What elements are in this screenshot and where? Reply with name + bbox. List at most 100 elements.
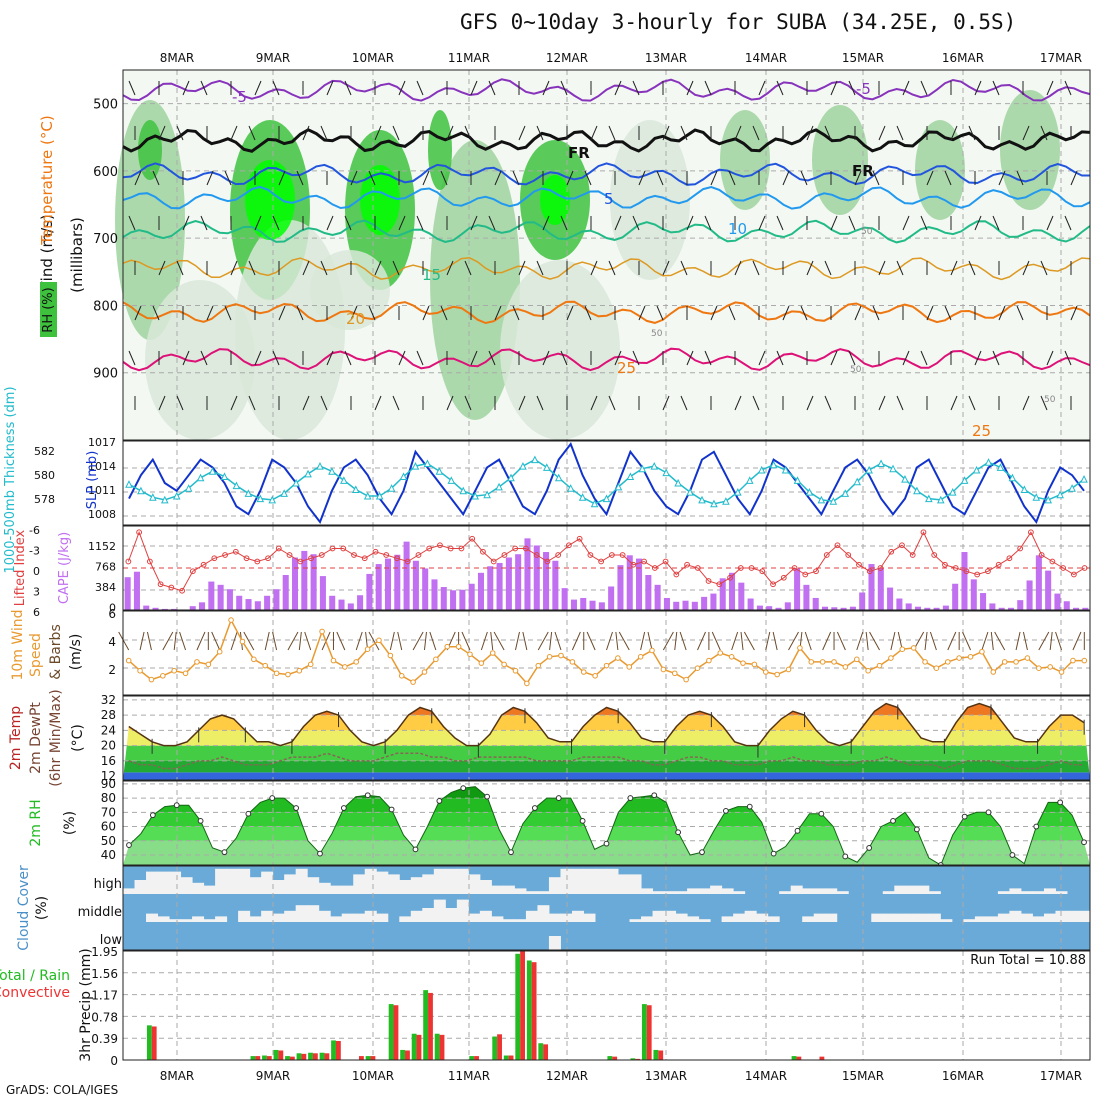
cloud-cell <box>1055 891 1068 894</box>
wind10-point <box>1070 657 1076 664</box>
lifted-point <box>394 555 400 562</box>
wind10-barb <box>336 631 346 651</box>
lifted-point <box>383 552 390 558</box>
lifted-point <box>179 587 185 594</box>
isotherm <box>122 78 1091 102</box>
cloud-cell <box>330 916 343 922</box>
wind-barb <box>518 395 526 411</box>
wind-barb <box>998 170 1006 186</box>
isotherm <box>122 257 1091 281</box>
wind10-point <box>205 661 212 668</box>
run-total: Run Total = 10.88 <box>970 953 1086 968</box>
rh-point <box>818 810 825 817</box>
rh-point <box>460 785 467 792</box>
wind-barb <box>566 170 574 186</box>
slp-tick: 1011 <box>88 484 116 497</box>
cloud-level-label: middle <box>78 905 122 920</box>
cloud-cell <box>318 910 331 922</box>
lifted-point <box>791 565 798 571</box>
cloud-cell <box>410 910 423 922</box>
cloud-cell <box>146 913 159 922</box>
lifted-point <box>619 552 626 558</box>
wind10-point <box>376 637 382 644</box>
wind10-point <box>546 654 553 660</box>
precip-total-bar <box>296 1053 302 1060</box>
wind10-point <box>558 652 564 659</box>
thickness-point <box>853 477 862 486</box>
lifted-point <box>727 574 733 581</box>
cloud-cell <box>733 891 746 894</box>
thickness-point <box>936 495 945 504</box>
cape-bar <box>301 550 308 610</box>
wind-barb <box>848 80 856 96</box>
axis-label-cloud-percent: (%) <box>34 896 50 920</box>
cloud-cell <box>813 913 826 922</box>
thickness-point <box>925 494 933 503</box>
cloud-cell <box>698 919 711 922</box>
rh-point <box>508 849 514 856</box>
wind-barb <box>614 215 622 231</box>
precip-conv-bar <box>658 1050 664 1060</box>
thickness-point <box>1068 484 1076 492</box>
wind-barb <box>518 260 526 276</box>
lifted-point <box>716 581 723 588</box>
x-tick-label-top: 17MAR <box>1040 51 1082 65</box>
wind-barb <box>830 350 838 366</box>
wind10-point <box>637 654 644 660</box>
cape-bar <box>877 568 884 610</box>
lifted-point <box>286 552 293 558</box>
precip-total-bar <box>653 1049 659 1060</box>
cloud-cell <box>249 877 262 894</box>
precip-total-bar <box>250 1056 256 1060</box>
wind-barb <box>134 170 142 186</box>
cloud-cell <box>261 871 274 894</box>
lifted-point <box>770 581 776 588</box>
page-title: GFS 0~10day 3-hourly for SUBA (34.25E, 0… <box>460 10 1017 34</box>
precip-total-bar <box>469 1056 475 1060</box>
wind10-barb <box>606 631 613 651</box>
cape-bar <box>357 595 364 610</box>
lifted-point <box>673 571 680 578</box>
rh-point <box>866 845 873 851</box>
temp-band <box>123 715 1090 731</box>
wind10-point <box>979 648 985 655</box>
wind10-barb <box>211 631 221 651</box>
rh-point <box>1033 823 1040 830</box>
cape-bar <box>273 589 280 610</box>
x-tick-label-bottom: 12MAR <box>546 1069 588 1083</box>
thickness-point <box>590 499 599 508</box>
wind-barb <box>368 305 376 321</box>
lifted-point <box>254 558 261 565</box>
wind-barb <box>686 80 694 96</box>
rh-point <box>746 803 753 810</box>
thickness-point <box>387 484 396 492</box>
precip-conv-bar <box>335 1040 341 1060</box>
cloud-cell <box>238 910 251 922</box>
cape-bar <box>933 607 940 610</box>
lifted-point <box>125 558 132 565</box>
cloud-cell <box>813 888 826 894</box>
cloud-cell <box>583 913 596 922</box>
wind-barb <box>224 305 232 321</box>
thickness-point <box>566 484 575 492</box>
precip-total-bar <box>388 1004 394 1060</box>
wind-barb <box>1064 350 1072 366</box>
wind-barb <box>734 125 742 141</box>
thickness-point <box>316 461 324 470</box>
cloud-cell <box>1078 910 1091 922</box>
wind10-point <box>467 651 473 658</box>
wind10-point <box>740 660 746 666</box>
wind-barb <box>656 170 664 186</box>
cloud-cell <box>917 913 930 922</box>
wind-barb <box>584 170 592 186</box>
lifted-point <box>351 552 357 558</box>
axis-label-wind: Wind (m/s) <box>38 214 56 296</box>
rh-tick: 90 <box>101 777 116 791</box>
wind10-barb <box>962 631 972 651</box>
precip-total-bar <box>308 1052 313 1060</box>
lifted-point <box>920 529 927 536</box>
precip-conv-bar <box>278 1050 284 1060</box>
cape-bar <box>329 595 336 610</box>
wind10-point <box>489 650 496 656</box>
wind10-barb <box>856 631 864 651</box>
